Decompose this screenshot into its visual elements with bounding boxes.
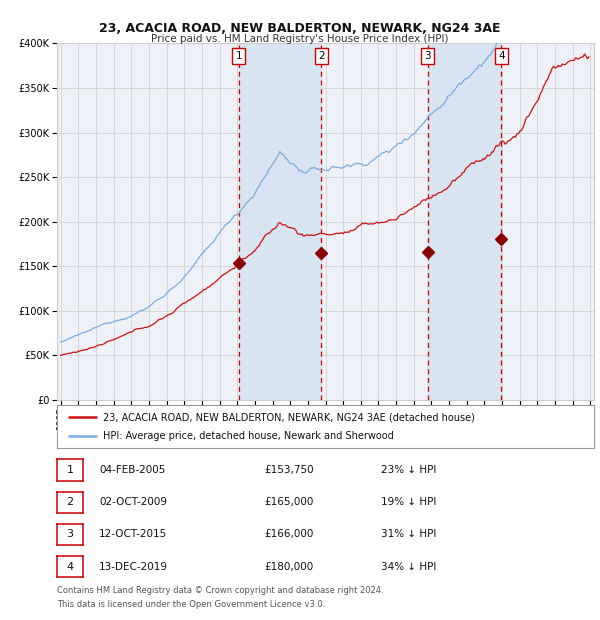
Text: 13-DEC-2019: 13-DEC-2019 (99, 562, 168, 572)
Text: 12-OCT-2015: 12-OCT-2015 (99, 529, 167, 539)
Text: £180,000: £180,000 (264, 562, 313, 572)
Text: 31% ↓ HPI: 31% ↓ HPI (381, 529, 436, 539)
Text: Price paid vs. HM Land Registry's House Price Index (HPI): Price paid vs. HM Land Registry's House … (151, 34, 449, 44)
Text: 02-OCT-2009: 02-OCT-2009 (99, 497, 167, 507)
Text: 23% ↓ HPI: 23% ↓ HPI (381, 465, 436, 475)
Text: £153,750: £153,750 (264, 465, 314, 475)
Text: 19% ↓ HPI: 19% ↓ HPI (381, 497, 436, 507)
Text: 1: 1 (67, 465, 73, 475)
Text: 3: 3 (424, 51, 431, 61)
Text: £166,000: £166,000 (264, 529, 313, 539)
Text: 2: 2 (67, 497, 73, 507)
Text: Contains HM Land Registry data © Crown copyright and database right 2024.: Contains HM Land Registry data © Crown c… (57, 586, 383, 595)
Bar (428, 43, 501, 400)
Text: This data is licensed under the Open Government Licence v3.0.: This data is licensed under the Open Gov… (57, 600, 325, 609)
Text: 23, ACACIA ROAD, NEW BALDERTON, NEWARK, NG24 3AE (detached house): 23, ACACIA ROAD, NEW BALDERTON, NEWARK, … (103, 412, 475, 422)
Text: 4: 4 (498, 51, 505, 61)
Text: 34% ↓ HPI: 34% ↓ HPI (381, 562, 436, 572)
Text: 4: 4 (67, 562, 73, 572)
Text: 2: 2 (318, 51, 325, 61)
Text: HPI: Average price, detached house, Newark and Sherwood: HPI: Average price, detached house, Newa… (103, 431, 394, 441)
Bar (239, 43, 321, 400)
Text: £165,000: £165,000 (264, 497, 313, 507)
Text: 1: 1 (235, 51, 242, 61)
Text: 23, ACACIA ROAD, NEW BALDERTON, NEWARK, NG24 3AE: 23, ACACIA ROAD, NEW BALDERTON, NEWARK, … (99, 22, 501, 35)
Text: 3: 3 (67, 529, 73, 539)
Text: 04-FEB-2005: 04-FEB-2005 (99, 465, 166, 475)
